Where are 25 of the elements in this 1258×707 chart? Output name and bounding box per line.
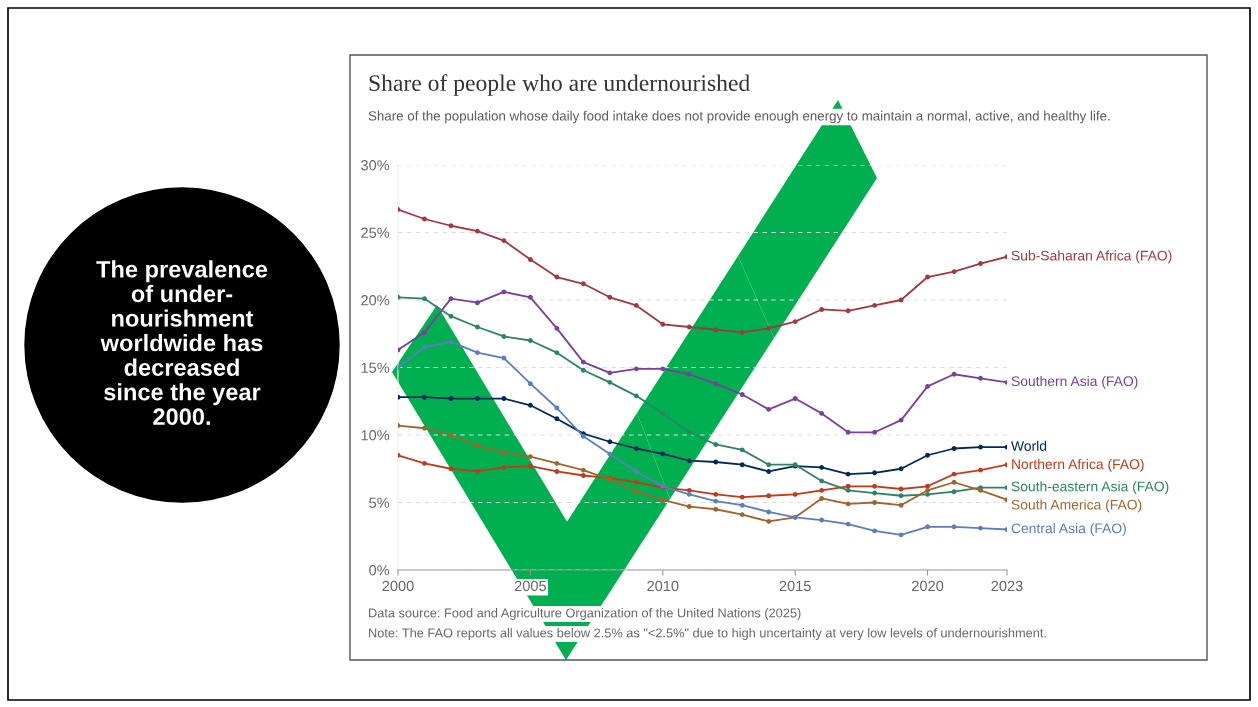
y-tick-label: 30% <box>361 160 390 171</box>
y-tick-label: 5% <box>369 497 390 508</box>
series-label: South America (FAO) <box>1011 499 1142 513</box>
x-tick-label: 2000 <box>382 580 414 592</box>
source-note: Data source: Food and Agriculture Organization of the United Nations (2025) <box>369 608 801 620</box>
y-tick-label: 25% <box>361 227 390 238</box>
series-label: World <box>1011 440 1047 451</box>
text: Note: The FAO reports all values below 2.5% as "<2.5%" due to high uncertainty at very low levels of undernourishment. <box>369 628 1046 640</box>
x-tick-label: 2023 <box>991 580 1023 592</box>
x-tick-label: 2005 <box>514 580 546 592</box>
series-label: Northern Africa (FAO) <box>1012 458 1144 472</box>
series-label: Sub-Saharan Africa (FAO) <box>1011 250 1172 264</box>
series-label: Central Asia (FAO) <box>1011 523 1126 536</box>
x-tick-label: 2015 <box>779 580 811 592</box>
chart-title: Share of people who are undernourished <box>369 74 750 96</box>
x-tick-label: 2010 <box>647 580 679 592</box>
y-tick-label: 15% <box>361 362 390 373</box>
y-tick-label: 10% <box>361 430 390 441</box>
y-tick-label: 20% <box>361 295 390 306</box>
chart-subtitle: Share of the population whose daily food intake does not provide enough energy to maintain a normal, active, and healthy life. <box>368 110 1110 124</box>
series-label: Southern Asia (FAO) <box>1011 375 1138 389</box>
series-label: South-eastern Asia (FAO) <box>1011 481 1169 495</box>
text: The prevalence of under- nourishment worldwide has decreased since the year 2000. <box>96 260 268 426</box>
x-tick-label: 2020 <box>912 580 944 592</box>
y-tick-label: 0% <box>369 565 390 576</box>
